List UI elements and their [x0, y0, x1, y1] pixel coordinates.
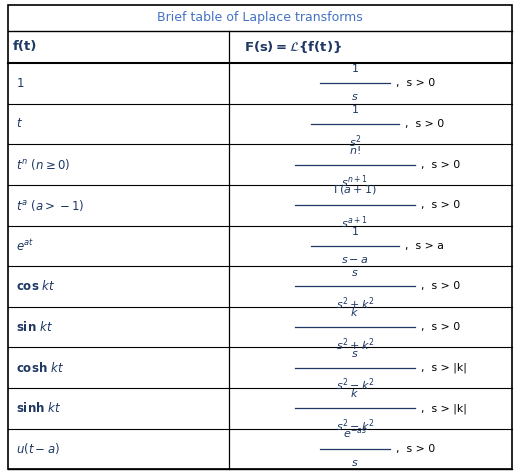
- Text: $k$: $k$: [350, 306, 359, 318]
- Text: $\Gamma(a+1)$: $\Gamma(a+1)$: [333, 183, 376, 196]
- Text: $t^a\ (a>-1)$: $t^a\ (a>-1)$: [16, 198, 84, 213]
- Text: $s^2+k^2$: $s^2+k^2$: [335, 336, 374, 353]
- Text: ,  s > 0: , s > 0: [421, 160, 461, 170]
- Text: $s^2$: $s^2$: [349, 133, 361, 149]
- Text: ,  s > 0: , s > 0: [421, 200, 461, 210]
- Text: ,  s > a: , s > a: [405, 241, 444, 251]
- Text: $s$: $s$: [351, 267, 359, 277]
- Text: ,  s > |k|: , s > |k|: [421, 403, 467, 414]
- Text: $e^{-as}$: $e^{-as}$: [343, 426, 367, 440]
- Text: $u(t-a)$: $u(t-a)$: [16, 441, 59, 456]
- Text: $s-a$: $s-a$: [341, 255, 369, 265]
- Text: $s^2-k^2$: $s^2-k^2$: [335, 417, 374, 434]
- Text: Brief table of Laplace transforms: Brief table of Laplace transforms: [157, 11, 363, 24]
- Text: $s$: $s$: [351, 92, 359, 102]
- Text: $\mathbf{sin}\ kt$: $\mathbf{sin}\ kt$: [16, 320, 53, 334]
- Text: $1$: $1$: [351, 63, 359, 74]
- Text: $t^n\ (n\geq 0)$: $t^n\ (n\geq 0)$: [16, 157, 70, 172]
- Text: $\mathbf{cosh}\ kt$: $\mathbf{cosh}\ kt$: [16, 361, 63, 375]
- Text: $s$: $s$: [351, 349, 359, 359]
- Text: $1$: $1$: [16, 77, 24, 90]
- Text: f(t): f(t): [13, 40, 37, 54]
- Text: $s^2-k^2$: $s^2-k^2$: [335, 377, 374, 393]
- Text: ,  s > |k|: , s > |k|: [421, 363, 467, 373]
- Text: $t$: $t$: [16, 118, 22, 130]
- Text: $\mathbf{cos}\ kt$: $\mathbf{cos}\ kt$: [16, 280, 55, 293]
- Text: $1$: $1$: [351, 225, 359, 237]
- Text: $s^2+k^2$: $s^2+k^2$: [335, 295, 374, 312]
- Text: $e^{at}$: $e^{at}$: [16, 238, 34, 254]
- Text: ,  s > 0: , s > 0: [397, 444, 436, 454]
- Text: $1$: $1$: [351, 103, 359, 115]
- Text: ,  s > 0: , s > 0: [421, 322, 461, 332]
- Text: $s$: $s$: [351, 458, 359, 468]
- Text: $k$: $k$: [350, 387, 359, 400]
- Text: $\mathbf{sinh}\ kt$: $\mathbf{sinh}\ kt$: [16, 401, 61, 415]
- Text: $\mathbf{F(s) = \mathcal{L}\{f(t)\}}$: $\mathbf{F(s) = \mathcal{L}\{f(t)\}}$: [244, 39, 342, 55]
- Text: ,  s > 0: , s > 0: [397, 78, 436, 88]
- Text: $n!$: $n!$: [349, 144, 361, 155]
- Text: ,  s > 0: , s > 0: [421, 282, 461, 292]
- Text: ,  s > 0: , s > 0: [405, 119, 444, 129]
- Text: $s^{n+1}$: $s^{n+1}$: [342, 173, 368, 190]
- Text: $s^{a+1}$: $s^{a+1}$: [342, 214, 368, 231]
